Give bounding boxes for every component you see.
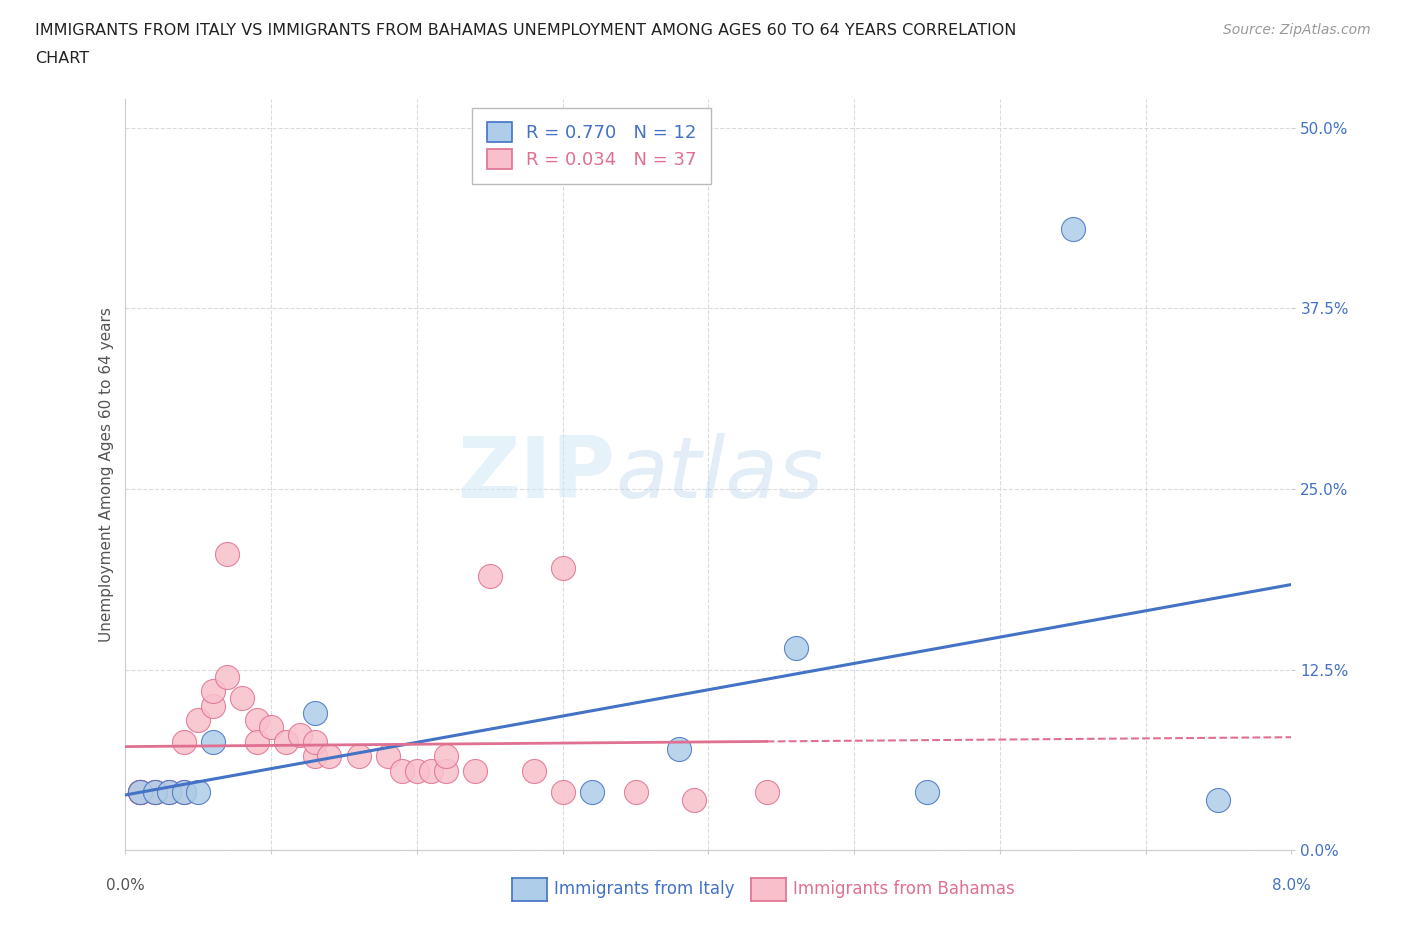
Point — [551, 785, 574, 800]
Point — [785, 641, 807, 656]
Point — [304, 706, 326, 721]
Point — [304, 749, 326, 764]
Text: ZIP: ZIP — [457, 433, 614, 516]
Point — [624, 785, 647, 800]
Y-axis label: Unemployment Among Ages 60 to 64 years: Unemployment Among Ages 60 to 64 years — [100, 307, 114, 642]
Point — [551, 561, 574, 576]
Point — [173, 785, 195, 800]
Point — [522, 764, 544, 778]
Point — [187, 785, 209, 800]
Text: IMMIGRANTS FROM ITALY VS IMMIGRANTS FROM BAHAMAS UNEMPLOYMENT AMONG AGES 60 TO 6: IMMIGRANTS FROM ITALY VS IMMIGRANTS FROM… — [35, 23, 1017, 38]
Point — [129, 785, 152, 800]
Point — [406, 764, 429, 778]
Point — [1208, 792, 1230, 807]
Point — [1062, 221, 1084, 236]
Point — [347, 749, 370, 764]
Text: Immigrants from Italy: Immigrants from Italy — [554, 881, 734, 898]
Point — [260, 720, 283, 735]
Point — [129, 785, 152, 800]
Text: CHART: CHART — [35, 51, 89, 66]
Point — [434, 764, 457, 778]
Point — [187, 712, 209, 727]
Point — [377, 749, 399, 764]
Point — [201, 698, 224, 713]
Point — [478, 568, 501, 583]
Text: atlas: atlas — [614, 433, 823, 516]
Point — [129, 785, 152, 800]
Point — [143, 785, 166, 800]
Point — [173, 785, 195, 800]
Point — [668, 741, 690, 756]
Point — [217, 547, 239, 562]
Point — [231, 691, 253, 706]
Text: Immigrants from Bahamas: Immigrants from Bahamas — [793, 881, 1015, 898]
Point — [682, 792, 704, 807]
Point — [755, 785, 778, 800]
Point — [915, 785, 938, 800]
Text: 8.0%: 8.0% — [1272, 878, 1310, 893]
Point — [143, 785, 166, 800]
Text: 0.0%: 0.0% — [105, 878, 145, 893]
Point — [201, 684, 224, 698]
Point — [143, 785, 166, 800]
Point — [129, 785, 152, 800]
Point — [246, 712, 269, 727]
Legend: R = 0.770   N = 12, R = 0.034   N = 37: R = 0.770 N = 12, R = 0.034 N = 37 — [472, 108, 711, 183]
Point — [173, 735, 195, 750]
Point — [274, 735, 297, 750]
Point — [246, 735, 269, 750]
Point — [464, 764, 486, 778]
Point — [217, 670, 239, 684]
Point — [581, 785, 603, 800]
Point — [391, 764, 413, 778]
Point — [420, 764, 443, 778]
Point — [434, 749, 457, 764]
Point — [304, 735, 326, 750]
Point — [290, 727, 312, 742]
Text: Source: ZipAtlas.com: Source: ZipAtlas.com — [1223, 23, 1371, 37]
Point — [318, 749, 340, 764]
Point — [129, 785, 152, 800]
Point — [157, 785, 180, 800]
Point — [201, 735, 224, 750]
Point — [157, 785, 180, 800]
Point — [129, 785, 152, 800]
